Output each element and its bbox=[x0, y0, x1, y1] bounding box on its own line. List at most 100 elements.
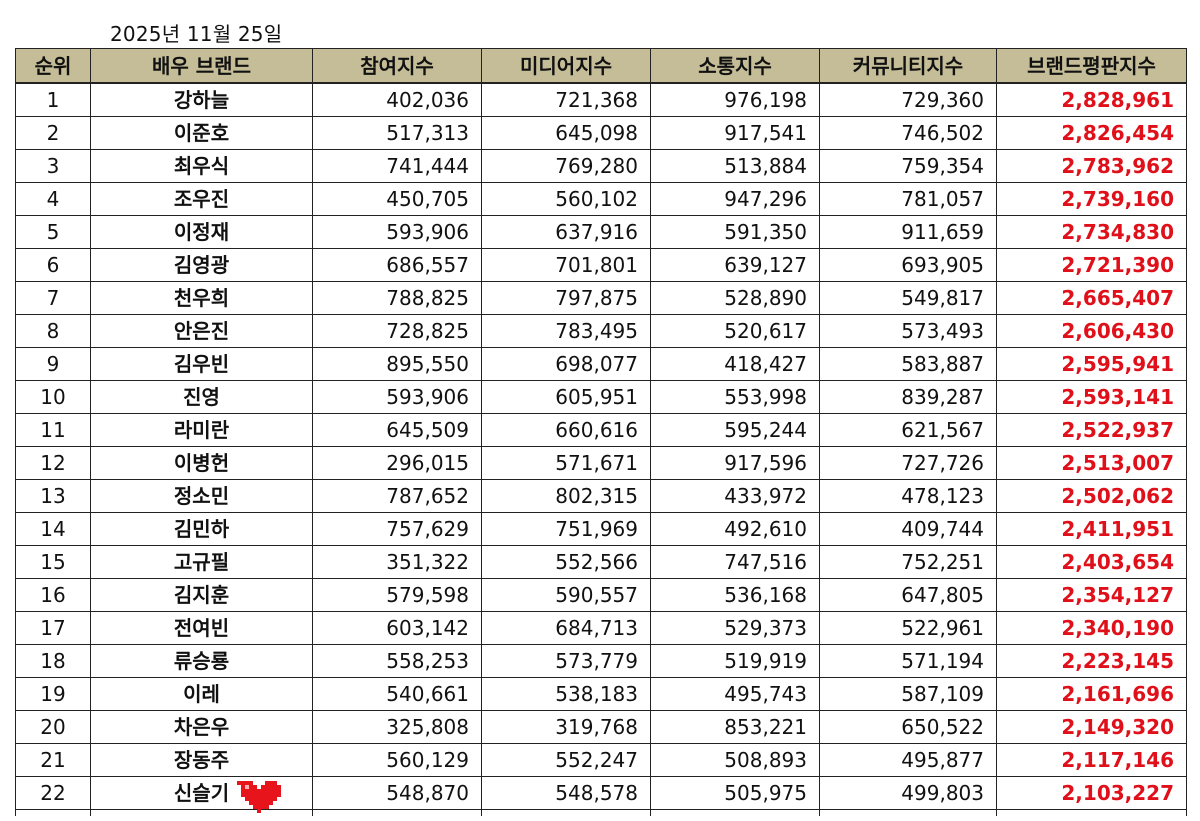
cell-community: 621,567 bbox=[819, 413, 997, 447]
cell-participation: 558,253 bbox=[312, 644, 482, 678]
cell-rank: 18 bbox=[15, 644, 91, 678]
table-row: 16 김지훈 579,598 590,557 536,168 647,805 2,354,1… bbox=[15, 578, 1187, 612]
table-row: 21 장동주 560,129 552,247 508,893 495,877 2,117,1… bbox=[15, 743, 1187, 777]
cell-rank: 20 bbox=[15, 710, 91, 744]
cell-actor-name: 김우빈 bbox=[90, 347, 313, 381]
cell-actor-name: 이준호 bbox=[90, 116, 313, 150]
table-row: 4 조우진 450,705 560,102 947,296 781,057 2,739,16… bbox=[15, 182, 1187, 216]
cell-actor-name: 신슬기 bbox=[90, 776, 313, 813]
cell-communication: 917,596 bbox=[650, 446, 820, 480]
cell-actor-name: 고규필 bbox=[90, 545, 313, 579]
cell-communication: 947,296 bbox=[650, 182, 820, 216]
table-row: 3 최우식 741,444 769,280 513,884 759,354 2,783,96… bbox=[15, 149, 1187, 183]
cell-rank: 9 bbox=[15, 347, 91, 381]
table-row: 10 진영 593,906 605,951 553,998 839,287 2,593,14… bbox=[15, 380, 1187, 414]
cell-participation: 757,629 bbox=[312, 512, 482, 546]
cell-brand-reputation: 2,593,141 bbox=[996, 380, 1187, 414]
cell-community: 759,354 bbox=[819, 149, 997, 183]
cell-community: 499,803 bbox=[819, 776, 997, 810]
cell-communication: 492,610 bbox=[650, 512, 820, 546]
date-label: 2025년 11월 25일 bbox=[110, 22, 283, 46]
cell-community: 693,905 bbox=[819, 248, 997, 282]
cell-actor-name: 조우진 bbox=[90, 182, 313, 216]
cutoff-cell bbox=[312, 809, 482, 816]
cell-communication: 591,350 bbox=[650, 215, 820, 249]
cell-media: 637,916 bbox=[481, 215, 651, 249]
cell-community: 587,109 bbox=[819, 677, 997, 711]
cell-actor-name: 이레 bbox=[90, 677, 313, 711]
cell-communication: 433,972 bbox=[650, 479, 820, 513]
cell-brand-reputation: 2,739,160 bbox=[996, 182, 1187, 216]
cell-rank: 2 bbox=[15, 116, 91, 150]
cell-brand-reputation: 2,595,941 bbox=[996, 347, 1187, 381]
cell-community: 650,522 bbox=[819, 710, 997, 744]
header-community: 커뮤니티지수 bbox=[819, 48, 997, 84]
cell-media: 783,495 bbox=[481, 314, 651, 348]
cell-media: 560,102 bbox=[481, 182, 651, 216]
cell-participation: 788,825 bbox=[312, 281, 482, 315]
cell-media: 701,801 bbox=[481, 248, 651, 282]
cell-rank: 19 bbox=[15, 677, 91, 711]
cell-actor-name: 김영광 bbox=[90, 248, 313, 282]
cell-community: 746,502 bbox=[819, 116, 997, 150]
cell-rank: 8 bbox=[15, 314, 91, 348]
cell-actor-name: 안은진 bbox=[90, 314, 313, 348]
cell-media: 538,183 bbox=[481, 677, 651, 711]
cell-rank: 6 bbox=[15, 248, 91, 282]
cell-media: 660,616 bbox=[481, 413, 651, 447]
table-row: 13 정소민 787,652 802,315 433,972 478,123 2,502,0… bbox=[15, 479, 1187, 513]
cell-communication: 536,168 bbox=[650, 578, 820, 612]
cell-participation: 728,825 bbox=[312, 314, 482, 348]
brand-reputation-table-container: 순위 배우 브랜드 참여지수 미디어지수 소통지수 커뮤니티지수 브랜드평판지수… bbox=[15, 48, 1187, 816]
cell-community: 781,057 bbox=[819, 182, 997, 216]
cell-participation: 579,598 bbox=[312, 578, 482, 612]
cell-communication: 418,427 bbox=[650, 347, 820, 381]
cell-participation: 296,015 bbox=[312, 446, 482, 480]
cell-media: 721,368 bbox=[481, 82, 651, 117]
table-row: 18 류승룡 558,253 573,779 519,919 571,194 2,223,1… bbox=[15, 644, 1187, 678]
cell-brand-reputation: 2,103,227 bbox=[996, 776, 1187, 810]
cutoff-cell bbox=[996, 809, 1187, 816]
cutoff-cell bbox=[819, 809, 997, 816]
cell-communication: 853,221 bbox=[650, 710, 820, 744]
cell-rank: 3 bbox=[15, 149, 91, 183]
cell-media: 552,566 bbox=[481, 545, 651, 579]
cell-community: 522,961 bbox=[819, 611, 997, 645]
table-row-cutoff bbox=[15, 809, 1187, 816]
cell-actor-name: 최우식 bbox=[90, 149, 313, 183]
header-row: 순위 배우 브랜드 참여지수 미디어지수 소통지수 커뮤니티지수 브랜드평판지수 bbox=[15, 48, 1187, 84]
cell-rank: 21 bbox=[15, 743, 91, 777]
cell-actor-name: 김지훈 bbox=[90, 578, 313, 612]
cell-communication: 495,743 bbox=[650, 677, 820, 711]
cell-brand-reputation: 2,340,190 bbox=[996, 611, 1187, 645]
cell-communication: 513,884 bbox=[650, 149, 820, 183]
cell-media: 698,077 bbox=[481, 347, 651, 381]
cell-rank: 1 bbox=[15, 82, 91, 117]
cell-participation: 560,129 bbox=[312, 743, 482, 777]
cell-communication: 528,890 bbox=[650, 281, 820, 315]
table-row: 15 고규필 351,322 552,566 747,516 752,251 2,403,6… bbox=[15, 545, 1187, 579]
cell-participation: 593,906 bbox=[312, 380, 482, 414]
cell-actor-name: 진영 bbox=[90, 380, 313, 414]
cell-media: 802,315 bbox=[481, 479, 651, 513]
cell-rank: 5 bbox=[15, 215, 91, 249]
table-row: 5 이정재 593,906 637,916 591,350 911,659 2,734,83… bbox=[15, 215, 1187, 249]
cell-communication: 917,541 bbox=[650, 116, 820, 150]
table-row: 14 김민하 757,629 751,969 492,610 409,744 2,411,9… bbox=[15, 512, 1187, 546]
cell-brand-reputation: 2,783,962 bbox=[996, 149, 1187, 183]
cell-media: 797,875 bbox=[481, 281, 651, 315]
cell-community: 729,360 bbox=[819, 82, 997, 117]
cell-actor-name: 이정재 bbox=[90, 215, 313, 249]
cell-participation: 593,906 bbox=[312, 215, 482, 249]
cell-participation: 517,313 bbox=[312, 116, 482, 150]
cell-community: 571,194 bbox=[819, 644, 997, 678]
cell-brand-reputation: 2,513,007 bbox=[996, 446, 1187, 480]
cell-actor-name: 류승룡 bbox=[90, 644, 313, 678]
cell-rank: 7 bbox=[15, 281, 91, 315]
cell-communication: 595,244 bbox=[650, 413, 820, 447]
table-body: 1 강하늘 402,036 721,368 976,198 729,360 2,828,96… bbox=[15, 82, 1187, 816]
cell-actor-name: 이병헌 bbox=[90, 446, 313, 480]
cell-brand-reputation: 2,117,146 bbox=[996, 743, 1187, 777]
header-rank: 순위 bbox=[15, 48, 91, 84]
table-row: 1 강하늘 402,036 721,368 976,198 729,360 2,828,96… bbox=[15, 82, 1187, 117]
